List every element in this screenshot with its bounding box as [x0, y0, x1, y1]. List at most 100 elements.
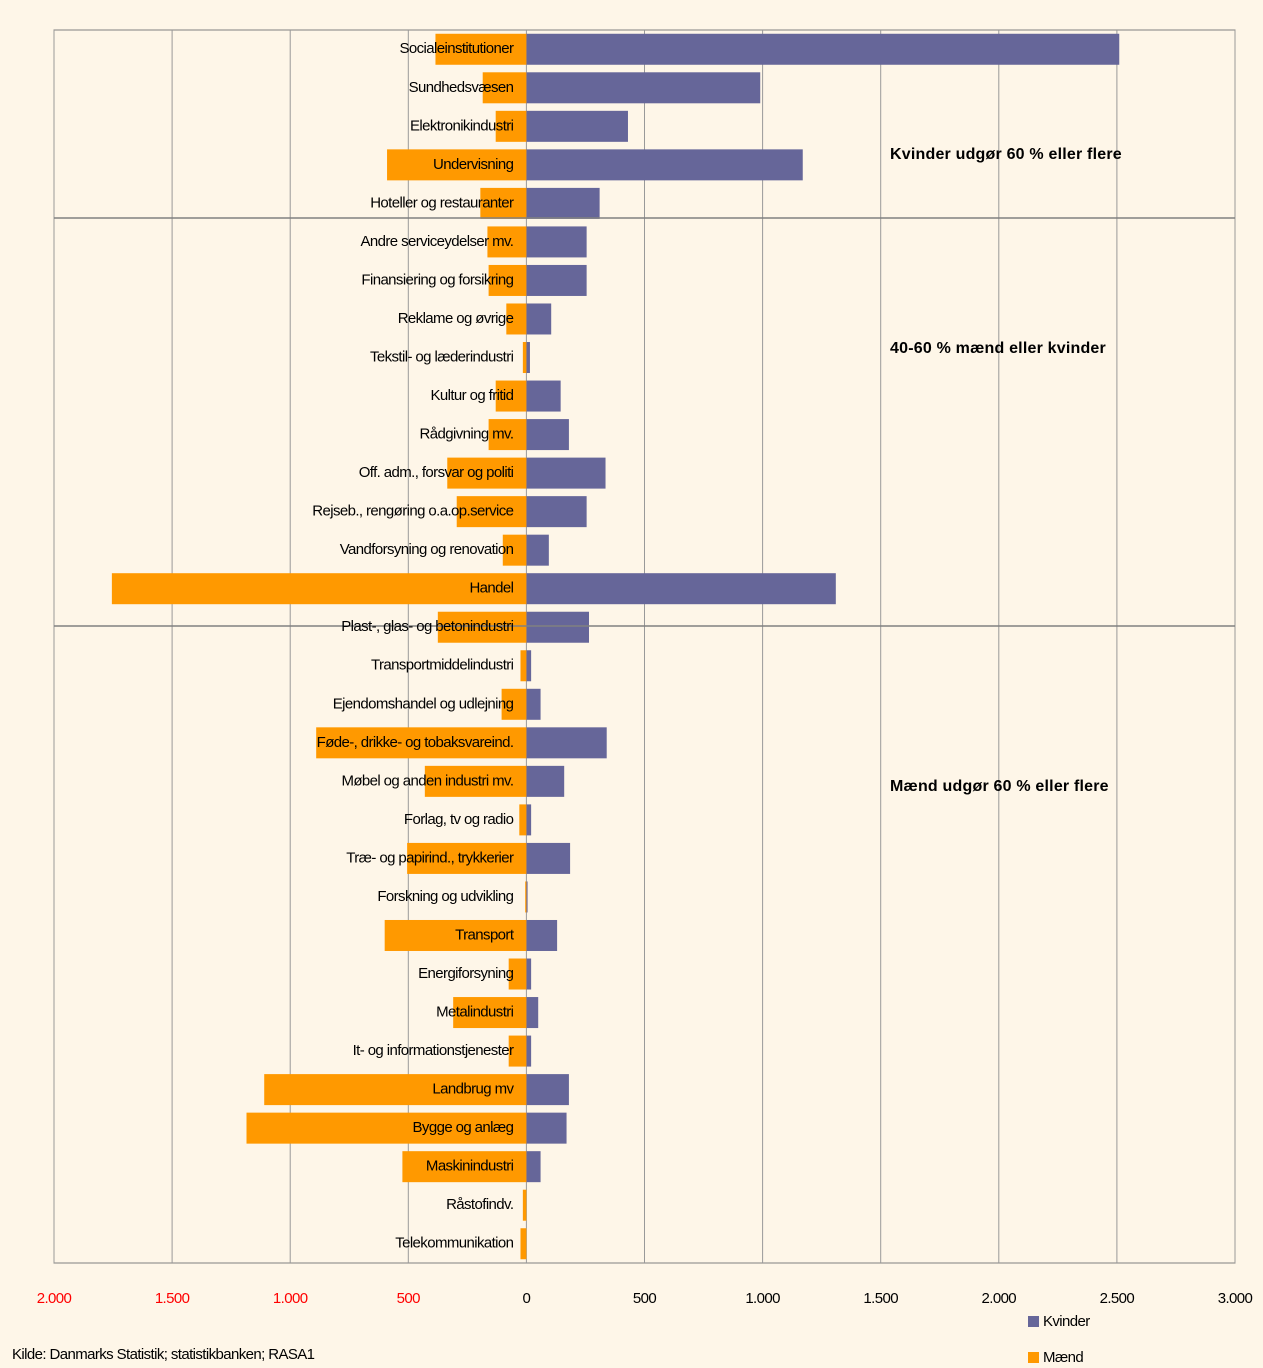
bar	[526, 881, 528, 913]
category-label: Maskinindustri	[426, 1158, 514, 1175]
category-label: Tekstil- og læderindustri	[370, 348, 514, 365]
x-tick-label: 1.500	[863, 1290, 898, 1307]
bar	[435, 33, 527, 65]
bar	[437, 611, 527, 643]
bar	[526, 688, 541, 720]
category-label: Socialeinstitutioner	[399, 40, 514, 57]
category-label: Off. adm., forsvar og politi	[359, 464, 514, 481]
category-label: Handel	[469, 580, 513, 597]
bar	[526, 919, 558, 951]
bar	[526, 419, 569, 451]
bar	[495, 380, 527, 412]
category-label: Transportmiddelindustri	[371, 657, 514, 674]
legend-swatch	[1028, 1316, 1039, 1327]
legend-label: Mænd	[1043, 1349, 1083, 1366]
bar	[402, 1151, 527, 1183]
bar	[526, 496, 587, 528]
category-label: Undervisning	[433, 156, 514, 173]
bar	[447, 457, 527, 489]
category-label: Hoteller og restauranter	[370, 194, 514, 211]
category-label: Ejendomshandel og udlejning	[333, 695, 514, 712]
bar	[246, 1112, 527, 1144]
category-label: Træ- og papirind., trykkerier	[346, 849, 514, 866]
bar	[526, 380, 561, 412]
bar	[488, 419, 527, 451]
bar	[480, 187, 527, 219]
category-label: Forlag, tv og radio	[404, 811, 514, 828]
bar	[508, 958, 527, 990]
bar	[525, 881, 527, 913]
annotation: Kvinder udgør 60 % eller flere	[890, 146, 1122, 163]
bar	[519, 804, 527, 836]
x-tick-label: 2.500	[1100, 1290, 1135, 1307]
bar	[453, 997, 527, 1029]
bar	[506, 303, 527, 335]
category-label: Møbel og anden industri mv.	[341, 772, 513, 789]
x-tick-label: 0	[523, 1290, 531, 1307]
category-label: Energiforsyning	[418, 965, 513, 982]
category-label: Rejseb., rengøring o.a.op.service	[312, 503, 513, 520]
bar	[526, 727, 607, 759]
category-label: Forskning og udvikling	[377, 888, 513, 905]
bar	[526, 958, 532, 990]
category-label: Råstofindv.	[446, 1196, 513, 1213]
x-tick-label: 500	[633, 1290, 656, 1307]
category-label: Finansiering og forsikring	[361, 271, 513, 288]
annotation: 40-60 % mænd eller kvinder	[890, 340, 1106, 357]
bar	[526, 187, 600, 219]
bar	[526, 226, 587, 258]
bar	[407, 842, 527, 874]
source: Kilde: Danmarks Statistik; statistikbank…	[12, 1346, 315, 1363]
bar	[488, 264, 527, 296]
bar	[264, 1074, 527, 1106]
x-tick-label: 1.000	[745, 1290, 780, 1307]
bar	[384, 919, 527, 951]
bar	[526, 264, 587, 296]
x-tick-label: 3.000	[1218, 1290, 1253, 1307]
bar	[520, 650, 527, 682]
legend-swatch	[1028, 1352, 1039, 1363]
bar	[526, 534, 549, 566]
bar	[526, 457, 606, 489]
bar	[456, 496, 527, 528]
category-label: Andre serviceydelser mv.	[361, 233, 514, 250]
bar	[387, 149, 527, 181]
category-label: Plast-, glas- og betonindustri	[341, 618, 513, 635]
bar	[501, 688, 527, 720]
bar	[526, 573, 836, 605]
bar	[526, 1074, 569, 1106]
category-label: Metalindustri	[436, 1004, 514, 1021]
bar	[508, 1035, 527, 1067]
bar	[520, 1228, 527, 1260]
bar	[526, 110, 628, 142]
bar	[526, 765, 565, 797]
bar	[522, 342, 527, 374]
bar	[482, 72, 527, 104]
bar	[316, 727, 527, 759]
category-label: Vandforsyning og renovation	[340, 541, 514, 558]
bar	[526, 303, 552, 335]
x-tick-label: 2.000	[37, 1290, 72, 1307]
bar	[424, 765, 527, 797]
bar	[526, 72, 761, 104]
annotation: Mænd udgør 60 % eller flere	[890, 778, 1109, 795]
bar	[487, 226, 527, 258]
bar	[526, 804, 532, 836]
category-label: Landbrug mv	[432, 1081, 514, 1098]
x-tick-label: 2.000	[982, 1290, 1017, 1307]
bar	[502, 534, 527, 566]
bar	[526, 342, 530, 374]
bar	[526, 997, 539, 1029]
bar	[526, 1035, 532, 1067]
x-tick-label: 500	[397, 1290, 420, 1307]
x-tick-label: 1.000	[273, 1290, 308, 1307]
bar	[526, 611, 589, 643]
category-label: Elektronikindustri	[410, 117, 514, 134]
bar	[526, 1112, 567, 1144]
category-label: It- og informationstjenester	[353, 1042, 514, 1059]
bar	[522, 1189, 527, 1221]
bar	[111, 573, 527, 605]
bar	[495, 110, 527, 142]
